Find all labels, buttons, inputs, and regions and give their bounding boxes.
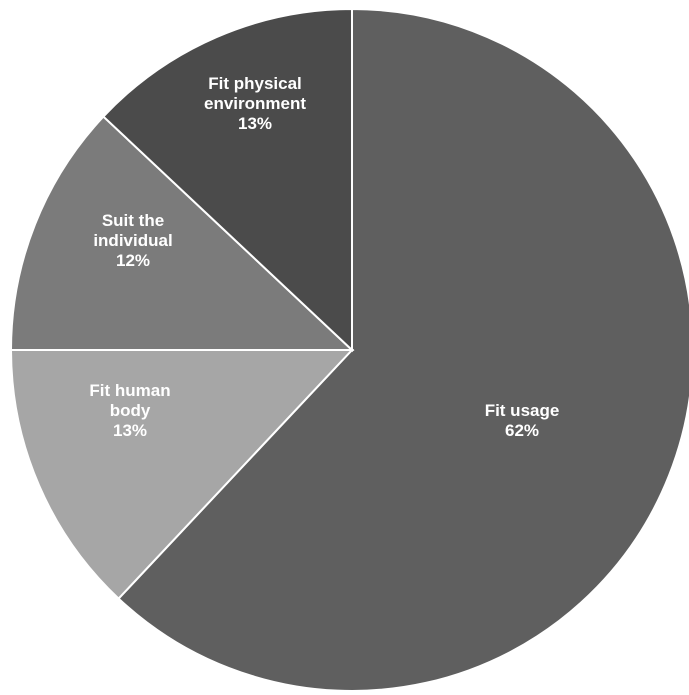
slice-value-label: 13%	[113, 421, 147, 440]
slice-label-3: Fit physical environment 13%	[204, 74, 306, 133]
slice-name-label: Fit human	[89, 381, 170, 400]
slice-label-2: Suit the individual 12%	[93, 211, 172, 270]
slice-name-label: Fit usage	[485, 401, 560, 420]
pie-labels: Fit usage 62%Fit human body 13%Suit the indi…	[89, 74, 559, 440]
slice-name-label: environment	[204, 94, 306, 113]
slice-value-label: 12%	[116, 251, 150, 270]
slice-name-label: Fit physical	[208, 74, 302, 93]
slice-name-label: individual	[93, 231, 172, 250]
pie-slice-0	[117, 7, 689, 692]
pie-slices	[9, 7, 689, 692]
pie-slice-2	[9, 115, 355, 351]
slice-name-label: body	[110, 401, 151, 420]
slice-name-label: Suit the	[102, 211, 164, 230]
pie-slice-1	[9, 349, 355, 600]
slice-label-1: Fit human body 13%	[89, 381, 170, 440]
slice-value-label: 62%	[505, 421, 539, 440]
slice-value-label: 13%	[238, 114, 272, 133]
pie-slice-3	[102, 7, 353, 353]
slice-label-0: Fit usage 62%	[485, 401, 560, 440]
